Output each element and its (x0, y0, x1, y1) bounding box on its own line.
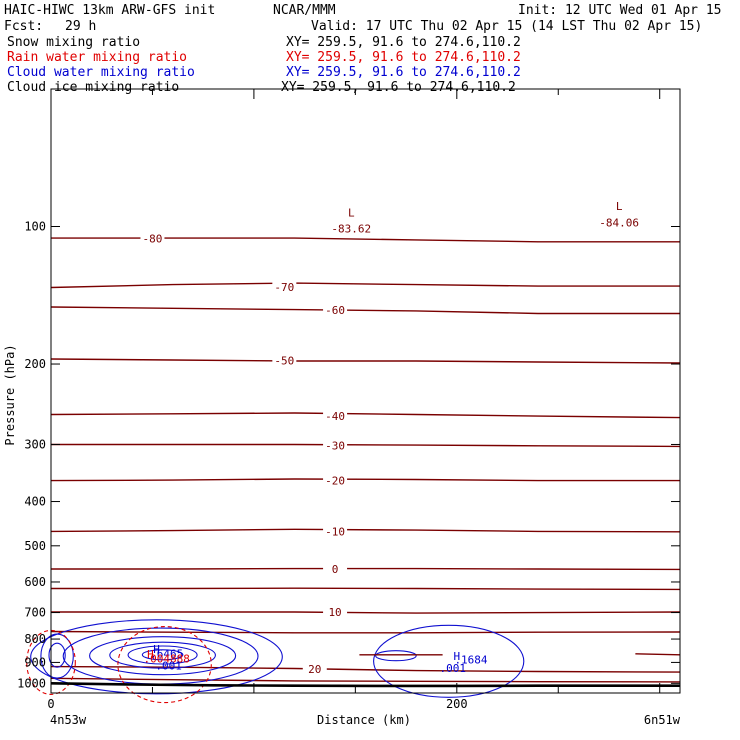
temperature-contour-line (51, 443, 681, 448)
contour-label-bg (323, 525, 348, 538)
y-tick-label: 100 (24, 220, 46, 234)
temperature-contours (50, 237, 681, 683)
init-label: Init: 12 UTC Wed 01 Apr 15 (518, 3, 722, 18)
contour-label-bg (302, 662, 327, 675)
rain-water-contour (26, 629, 76, 695)
contour-label-bg (272, 354, 297, 367)
cloud-water-contour (375, 650, 417, 662)
cloud-water-contour (30, 619, 283, 695)
contour-label-bg (323, 303, 348, 316)
cloud-water-contour (141, 649, 184, 661)
valid-label: Valid: 17 UTC Thu 02 Apr 15 (14 LST Thu … (311, 19, 703, 34)
y-tick-label: 1000 (17, 676, 46, 690)
cloud-water-contour (40, 633, 74, 679)
legend-rain-label: Rain water mixing ratio (7, 50, 188, 65)
plot-border (50, 88, 681, 694)
x-tick-label: 0 (47, 697, 54, 711)
y-tick-label: 600 (24, 575, 46, 589)
y-tick-label: 200 (24, 357, 46, 371)
temperature-contour-line (50, 677, 681, 683)
chart-annotation: -84.06 (599, 217, 639, 230)
plot-frame (50, 88, 681, 694)
rain-water-contour (117, 626, 212, 704)
y-tick-label: 700 (24, 606, 46, 620)
cloud-water-contour (109, 641, 216, 669)
legend-rain-xy: XY= 259.5, 91.6 to 274.6,110.2 (286, 50, 521, 65)
chart-annotation: .1684 (454, 654, 487, 667)
legend-snow-xy: XY= 259.5, 91.6 to 274.6,110.2 (286, 35, 521, 50)
contour-label: -60 (325, 304, 345, 317)
contour-label-bg (140, 232, 165, 245)
x-tick-label: 200 (446, 697, 468, 711)
legend-cloud-ice-xy: XY= 259.5, 91.6 to 274.6,110.2 (281, 80, 516, 95)
temperature-contour-line (50, 630, 681, 634)
contour-label: -70 (274, 281, 294, 294)
temperature-contour-line (51, 587, 681, 591)
contour-label-bg (323, 605, 348, 618)
chart-annotation: L (348, 206, 355, 219)
y-tick-label: 400 (24, 495, 46, 509)
contour-label-bg (323, 563, 348, 576)
contour-label-bg (323, 409, 348, 422)
temperature-contour-line (50, 358, 681, 364)
y-tick-label: 500 (24, 539, 46, 553)
y-axis-title: Pressure (hPa) (3, 344, 17, 445)
chart-annotation: H (453, 650, 460, 663)
legend-snow-label: Snow mixing ratio (7, 35, 141, 50)
contour-label: 0 (332, 563, 339, 576)
temperature-contour-line (50, 478, 680, 482)
legend-cloud-ice-label: Cloud ice mixing ratio (7, 80, 180, 95)
contour-label-bg (323, 439, 348, 452)
temperature-contour-line (51, 567, 681, 571)
temperature-contour-line (635, 653, 681, 656)
temperature-contour-line (50, 412, 681, 419)
legend-cloud-water-xy: XY= 259.5, 91.6 to 274.6,110.2 (286, 65, 521, 80)
model-title: HAIC-HIWC 13km ARW-GFS init (4, 3, 216, 18)
legend-cloud-water-label: Cloud water mixing ratio (7, 65, 195, 80)
contour-labels: -80 -70 -60 -50 -40 -30 -20 -10 0 10 20 (140, 232, 348, 676)
contour-label: -10 (325, 526, 345, 539)
chart-annotation: H (153, 643, 160, 656)
chart-annotation: .6465 (150, 648, 183, 661)
contour-label: -40 (325, 410, 345, 423)
y-tick-label: 300 (24, 437, 46, 451)
chart-annotation: -83.62 (331, 222, 371, 235)
contour-label-bg (323, 474, 348, 487)
temperature-contour-line (50, 528, 681, 533)
contour-label-bg (272, 280, 297, 293)
temperature-contour-line (50, 282, 680, 289)
fcst-label: Fcst: (4, 19, 44, 34)
surface-line (50, 682, 680, 688)
contour-label: -30 (325, 439, 345, 452)
annotations: L-83.62L-84.06H.6465H.004888.001H.1684.0… (143, 200, 639, 675)
fcst-value: 29 h (65, 19, 97, 34)
x-axis-title: Distance (km) (317, 713, 411, 727)
temperature-contour-line (51, 611, 681, 614)
contour-label: 20 (308, 663, 321, 676)
contour-label: 10 (328, 606, 341, 619)
y-tick-label: 900 (24, 655, 46, 669)
temperature-contour-line (50, 665, 681, 673)
chart-annotation: H (147, 648, 154, 661)
y-tick-label: 800 (24, 632, 46, 646)
contour-label: -20 (325, 475, 345, 488)
x-end-label-right: 6n51w (644, 713, 681, 727)
temperature-contour-line (50, 306, 680, 315)
chart-annotation: .001 (439, 662, 466, 675)
contour-label: -50 (274, 355, 294, 368)
ground-surface-line (50, 682, 680, 688)
cloud-water-contour (48, 642, 66, 668)
chart-annotation: .001 (155, 659, 182, 672)
cloud-water-contour (373, 624, 525, 698)
chart-annotation: L (616, 200, 623, 213)
chart-annotation: .004888 (143, 652, 189, 665)
org-label: NCAR/MMM (273, 3, 336, 18)
cloud-water-contour (89, 636, 237, 676)
cloud-water-contour (127, 645, 198, 665)
x-end-label-left: 4n53w (50, 713, 87, 727)
contour-label: -80 (143, 233, 163, 246)
